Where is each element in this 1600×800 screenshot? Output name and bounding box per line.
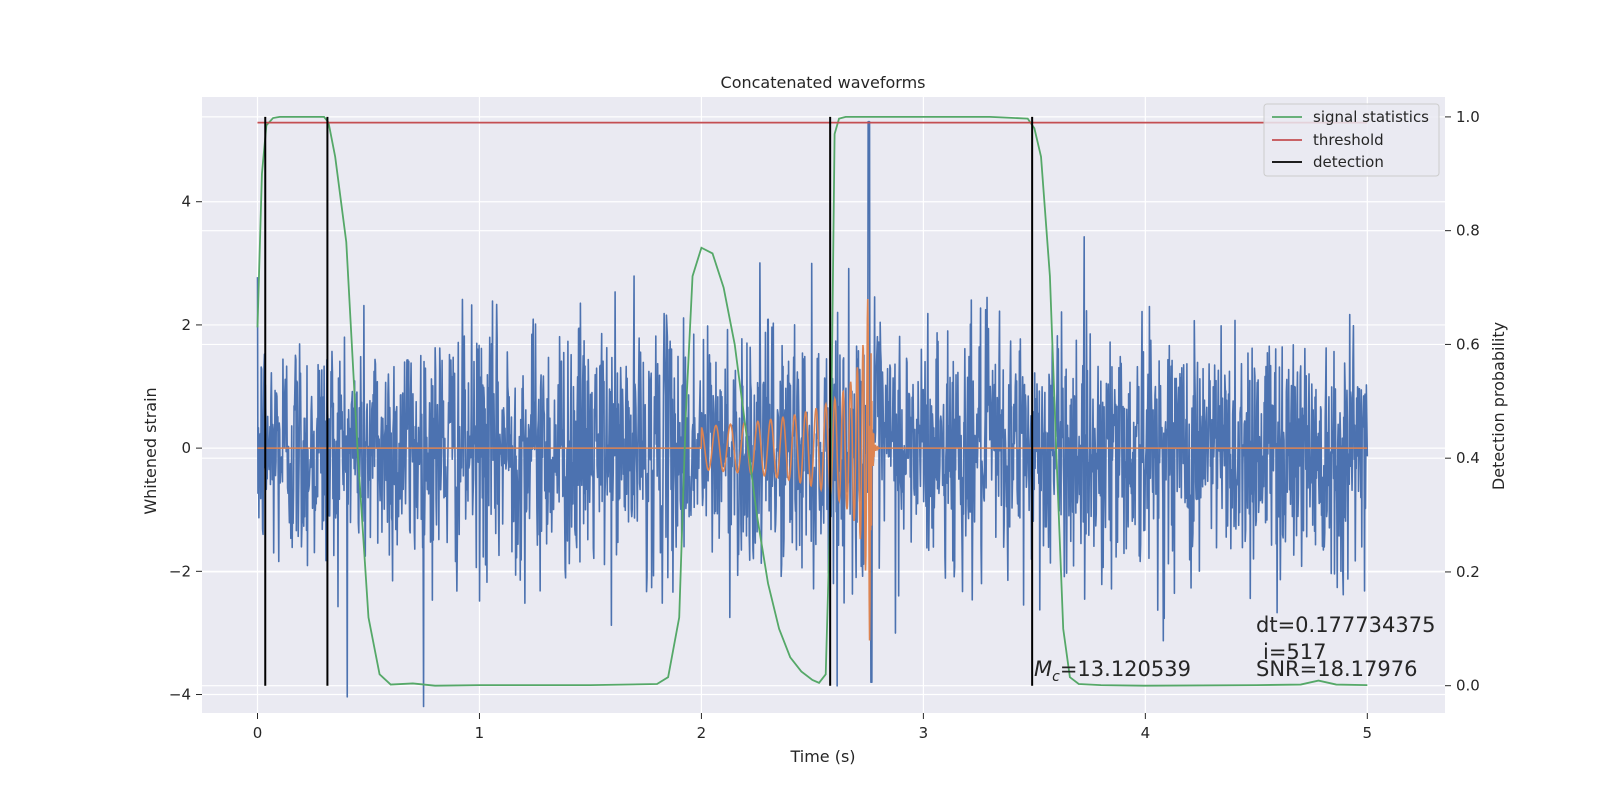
legend-box (1263, 103, 1440, 177)
y-tick-label: −4 (169, 686, 191, 704)
template-waveform-series (257, 298, 1368, 641)
snr-annotation: SNR=18.17976 (1256, 657, 1417, 681)
grid-lines (202, 97, 1445, 713)
y2-tick-label: 0.2 (1456, 563, 1480, 581)
x-tick-label: 4 (1141, 724, 1151, 742)
y-tick-label: 0 (181, 439, 191, 457)
index-annotation: i=517 (1263, 640, 1327, 664)
y-tick-label: −2 (169, 562, 191, 580)
legend: signal statistics threshold detection (1263, 103, 1440, 177)
dt-annotation: dt=0.177734375 (1256, 613, 1435, 637)
y2-axis-label: Detection probability (1489, 322, 1508, 490)
y2-tick-label: 1.0 (1456, 108, 1480, 126)
y-tick-label: 2 (181, 316, 191, 334)
chart-title: Concatenated waveforms (721, 73, 926, 92)
chirp-mass-symbol: M (1034, 657, 1052, 681)
y2-tick-label: 0.4 (1456, 449, 1480, 467)
x-tick-label: 5 (1363, 724, 1373, 742)
chirp-mass-annotation: Mc=13.120539 (1034, 657, 1191, 685)
data-layer (256, 116, 1369, 708)
annotations: Mc=13.120539 dt=0.177734375 i=517 SNR=18… (1034, 613, 1435, 685)
x-tick-label: 2 (697, 724, 707, 742)
x-tick-label: 3 (919, 724, 929, 742)
x-tick-label: 0 (253, 724, 263, 742)
y2-tick-label: 0.8 (1456, 222, 1480, 240)
legend-label-threshold: threshold (1313, 131, 1384, 149)
x-tick-label: 1 (475, 724, 485, 742)
y2-tick-label: 0.6 (1456, 335, 1480, 353)
signal-statistics-line (256, 116, 1368, 687)
legend-label-detection: detection (1313, 153, 1384, 171)
chirp-mass-value: =13.120539 (1060, 657, 1191, 681)
x-axis-label: Time (s) (789, 747, 855, 766)
y2-tick-label: 0.0 (1456, 677, 1480, 695)
axes: 0 1 2 3 4 5 −4 −2 0 2 4 0.0 0.2 0.4 0.6 0.8 1.0 (169, 108, 1480, 742)
legend-label-signal-statistics: signal statistics (1313, 108, 1429, 126)
y-axis-label: Whitened strain (141, 387, 160, 514)
y-tick-label: 4 (181, 193, 191, 211)
chirp-mass-subscript: c (1052, 669, 1060, 685)
